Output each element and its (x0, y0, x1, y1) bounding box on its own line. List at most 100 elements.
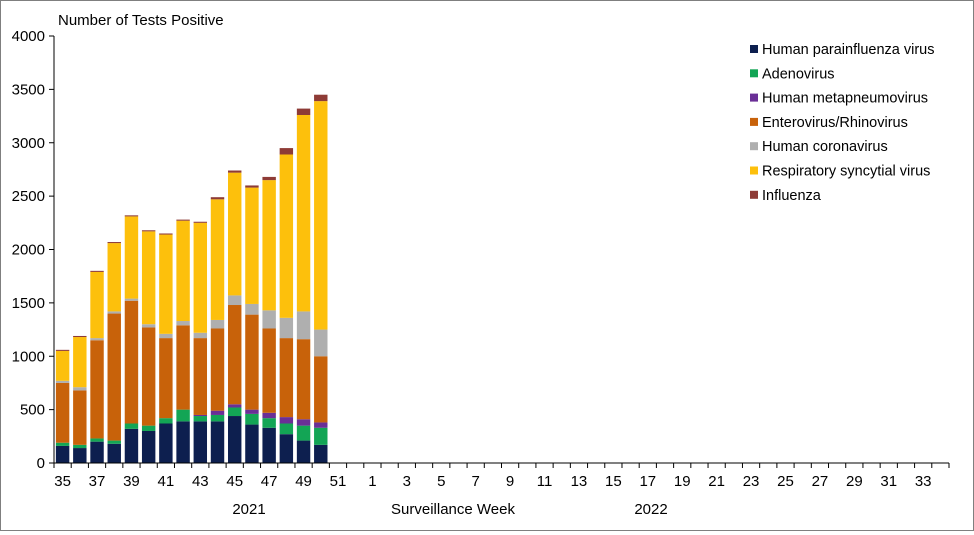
bar-segment (296, 419, 311, 426)
x-tick-label: 43 (192, 473, 209, 490)
bar-segment (296, 114, 311, 312)
x-tick-label: 49 (295, 473, 312, 490)
bar-segment (124, 216, 139, 299)
y-axis-title: Number of Tests Positive (58, 12, 224, 29)
bar-segment (73, 335, 87, 338)
x-tick-label: 41 (158, 473, 175, 490)
y-tick-label: 3000 (12, 135, 45, 152)
bar-segment (55, 382, 70, 443)
bar-segment (193, 222, 208, 333)
bar-segment (90, 271, 104, 339)
y-tick-label: 3500 (12, 81, 45, 98)
bar-segment (124, 423, 139, 429)
bar-segment (245, 409, 259, 414)
bar-segment (55, 442, 70, 446)
x-tick-label: 9 (506, 473, 514, 490)
y-tick-label: 1500 (12, 295, 45, 312)
x-tick-label: 29 (846, 473, 863, 490)
bar-segment (176, 409, 190, 422)
bar-segment (279, 338, 294, 418)
year-label-2022: 2022 (634, 501, 667, 518)
bar-segment (193, 338, 208, 415)
bar-segment (314, 101, 328, 330)
bar-segment (314, 422, 328, 428)
x-tick-label: 35 (54, 473, 71, 490)
bar-segment (90, 340, 104, 439)
bar-segment (245, 185, 259, 188)
x-tick-label: 7 (472, 473, 480, 490)
bar-segment (193, 414, 208, 417)
bar-segment (262, 427, 276, 463)
bar-segment (176, 220, 190, 322)
bar-segment (73, 387, 87, 391)
legend-label: Human coronavirus (762, 139, 888, 155)
bar-segment (107, 440, 121, 444)
bar-segment (245, 187, 259, 304)
bar-segment (262, 412, 276, 419)
y-tick-label: 1000 (12, 348, 45, 365)
x-tick-label: 3 (403, 473, 411, 490)
bar-segment (228, 416, 242, 463)
bar-segment (262, 418, 276, 428)
bar-segment (90, 441, 104, 463)
bar-segment (279, 434, 294, 463)
legend-swatch (750, 69, 758, 78)
bar-segment (245, 413, 259, 425)
bar-segment (296, 440, 311, 463)
x-tick-label: 19 (674, 473, 691, 490)
bar-segment (107, 443, 121, 463)
bar-segment (141, 327, 156, 426)
bar-segment (73, 448, 87, 463)
bar-segment (159, 423, 173, 463)
bar-segment (55, 445, 70, 463)
legend-swatch (750, 166, 758, 175)
bar-segment (279, 423, 294, 435)
legend-label: Respiratory syncytial virus (762, 164, 930, 180)
legend-label: Adenovirus (762, 66, 835, 82)
x-tick-label: 11 (537, 473, 553, 490)
bar-segment (314, 94, 328, 102)
bar-segment (210, 421, 225, 463)
bar-segment (90, 270, 104, 272)
bar-segment (107, 313, 121, 441)
bar-segment (245, 314, 259, 410)
bar-segment (210, 410, 225, 415)
bar-segment (314, 356, 328, 423)
y-tick-label: 500 (20, 402, 45, 419)
bar-segment (90, 338, 104, 341)
bar-segment (210, 197, 225, 200)
bar-segment (124, 298, 139, 301)
bar-segment (176, 325, 190, 410)
bar-segment (55, 380, 70, 383)
bar-segment (107, 242, 121, 244)
bar-segment (55, 350, 70, 381)
bar-segment (73, 444, 87, 449)
x-tick-label: 45 (226, 473, 243, 490)
bar-segment (245, 303, 259, 315)
bar-segment (193, 221, 208, 223)
bar-segment (262, 310, 276, 329)
bar-segment (73, 390, 87, 445)
bar-segment (159, 418, 173, 424)
bar-segment (296, 108, 311, 115)
x-tick-label: 17 (639, 473, 656, 490)
bar-segment (159, 338, 173, 419)
bar-segment (141, 324, 156, 328)
x-tick-label: 39 (123, 473, 140, 490)
x-tick-label: 47 (261, 473, 278, 490)
bar-segment (141, 231, 156, 325)
bar-segment (279, 317, 294, 339)
x-tick-label: 13 (571, 473, 588, 490)
bar-segment (314, 444, 328, 463)
bar-segment (159, 233, 173, 235)
legend-label: Influenza (762, 188, 822, 204)
bar-segment (210, 414, 225, 422)
bar-segment (210, 199, 225, 320)
bar-segment (228, 404, 242, 408)
bar-segment (141, 430, 156, 463)
x-tick-label: 5 (437, 473, 445, 490)
bar-segment (228, 407, 242, 417)
bar-segment (124, 428, 139, 463)
